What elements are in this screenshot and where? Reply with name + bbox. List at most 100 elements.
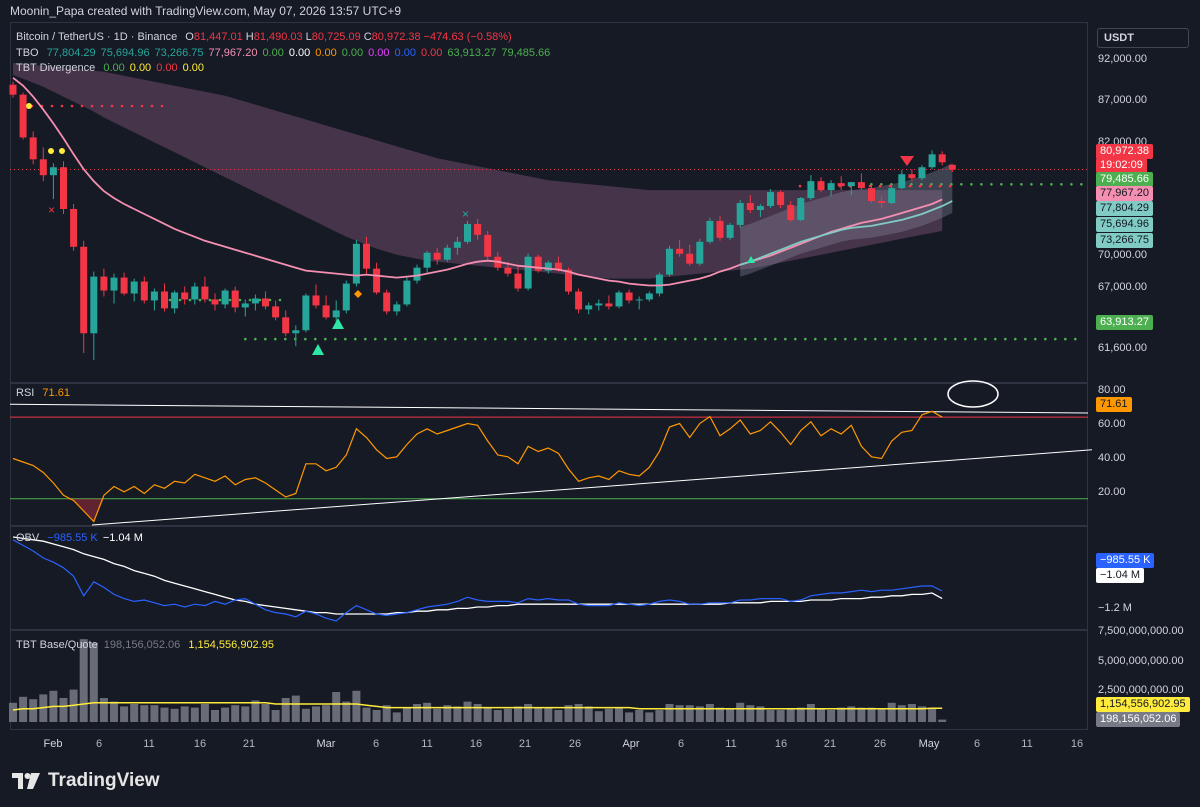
- candle-body: [181, 292, 189, 300]
- tbo-value: 0.00: [368, 47, 390, 59]
- candle: [847, 182, 855, 196]
- volume-bar: [473, 704, 482, 722]
- level-dot: [384, 337, 387, 341]
- level-dot: [374, 337, 377, 341]
- resistance-dot: [80, 104, 84, 108]
- volume-bar: [857, 707, 866, 722]
- rsi-pane[interactable]: [10, 383, 1088, 526]
- tbo-level-tag: 79,485.66: [1096, 172, 1153, 187]
- resistance-dot: [130, 104, 134, 108]
- volume-pane[interactable]: [10, 630, 1088, 730]
- volume-ma-tag: 1,154,556,902.95: [1096, 697, 1190, 712]
- candle: [898, 170, 906, 190]
- x-tick-label: 26: [873, 738, 887, 750]
- candle: [29, 131, 37, 165]
- candle-body: [797, 198, 805, 220]
- volume-bar: [695, 706, 704, 722]
- candle-body: [221, 290, 229, 305]
- support-dot: [208, 298, 212, 302]
- support-dots: [168, 298, 282, 302]
- candle: [797, 197, 805, 221]
- candle-body: [80, 246, 88, 334]
- volume-bar: [483, 707, 492, 722]
- resistance-dot: [120, 104, 124, 108]
- candle-body: [423, 252, 431, 268]
- volume-bar: [211, 710, 219, 722]
- level-dot: [1030, 183, 1033, 186]
- candle-body: [585, 305, 593, 310]
- level-dot: [784, 337, 787, 341]
- candle-body: [847, 182, 855, 187]
- candle-body: [383, 292, 391, 312]
- level-dot: [984, 337, 987, 341]
- x-tick-label: 21: [518, 738, 532, 750]
- volume-bar: [817, 708, 825, 722]
- volume-bar: [493, 710, 502, 722]
- ohlc-value: 81,447.01: [193, 31, 243, 43]
- tbo-value: 0.00: [315, 47, 337, 59]
- candle-body: [150, 291, 158, 301]
- obv-line: [12, 539, 943, 622]
- candle: [191, 282, 199, 305]
- volume-bar: [928, 707, 937, 722]
- level-dot: [534, 337, 537, 341]
- level-dot: [754, 337, 757, 341]
- candle: [716, 215, 724, 241]
- level-dot: [844, 337, 847, 341]
- x-tick-label: 6: [372, 738, 380, 750]
- candle-body: [49, 167, 57, 176]
- obv-ma-tag: −1.04 M: [1096, 568, 1145, 583]
- last-price-tag: 80,972.38: [1096, 144, 1153, 159]
- x-tick-label: Feb: [43, 738, 63, 750]
- candle-body: [282, 317, 290, 334]
- currency-button[interactable]: USDT: [1097, 28, 1189, 48]
- candle: [80, 240, 88, 354]
- level-dot: [1000, 183, 1003, 186]
- support-dot: [178, 298, 182, 302]
- level-dot: [444, 337, 447, 341]
- candle-body: [110, 277, 118, 291]
- level-dot: [954, 337, 957, 341]
- level-dot: [254, 337, 257, 341]
- obv-legend: OBV −985.55 K −1.04 M: [16, 532, 148, 544]
- level-dot: [864, 337, 867, 341]
- volume-bar: [796, 707, 805, 722]
- level-dot: [1060, 183, 1063, 186]
- candle: [726, 222, 734, 240]
- candle: [948, 164, 956, 172]
- level-dot: [920, 183, 923, 186]
- candle-body: [696, 241, 704, 264]
- ohlc-label: C: [363, 31, 372, 43]
- candle: [201, 276, 209, 303]
- volume-bar: [251, 700, 260, 722]
- resistance-dot: [160, 104, 164, 108]
- candle-body: [948, 164, 956, 170]
- candle: [292, 325, 300, 347]
- support-dot: [218, 298, 222, 302]
- candle: [453, 236, 461, 255]
- obv-pane[interactable]: [10, 526, 1088, 630]
- candle: [676, 239, 684, 257]
- candle: [332, 300, 340, 323]
- tbo-value: 77,804.29: [46, 47, 96, 59]
- volume-bar: [150, 705, 159, 722]
- level-dot: [454, 337, 457, 341]
- tradingview-logo[interactable]: TradingView: [12, 770, 160, 792]
- volume-bar: [453, 706, 462, 722]
- tbo-value: 0.00: [262, 47, 284, 59]
- level-dot: [604, 337, 607, 341]
- level-dot: [524, 337, 527, 341]
- level-dot: [854, 337, 857, 341]
- level-dot: [924, 337, 927, 341]
- candle-body: [464, 223, 471, 242]
- rsi-oversold-fill: [13, 498, 104, 522]
- candle-body: [231, 290, 239, 308]
- sell-signal-icon: [900, 156, 914, 166]
- obv-value-tag: −985.55 K: [1096, 553, 1155, 568]
- price-pane[interactable]: [10, 22, 1088, 383]
- tradingview-logo-icon: [12, 773, 40, 789]
- candle-body: [544, 262, 552, 271]
- level-dot: [884, 337, 887, 341]
- tbo-value: 73,266.75: [154, 47, 204, 59]
